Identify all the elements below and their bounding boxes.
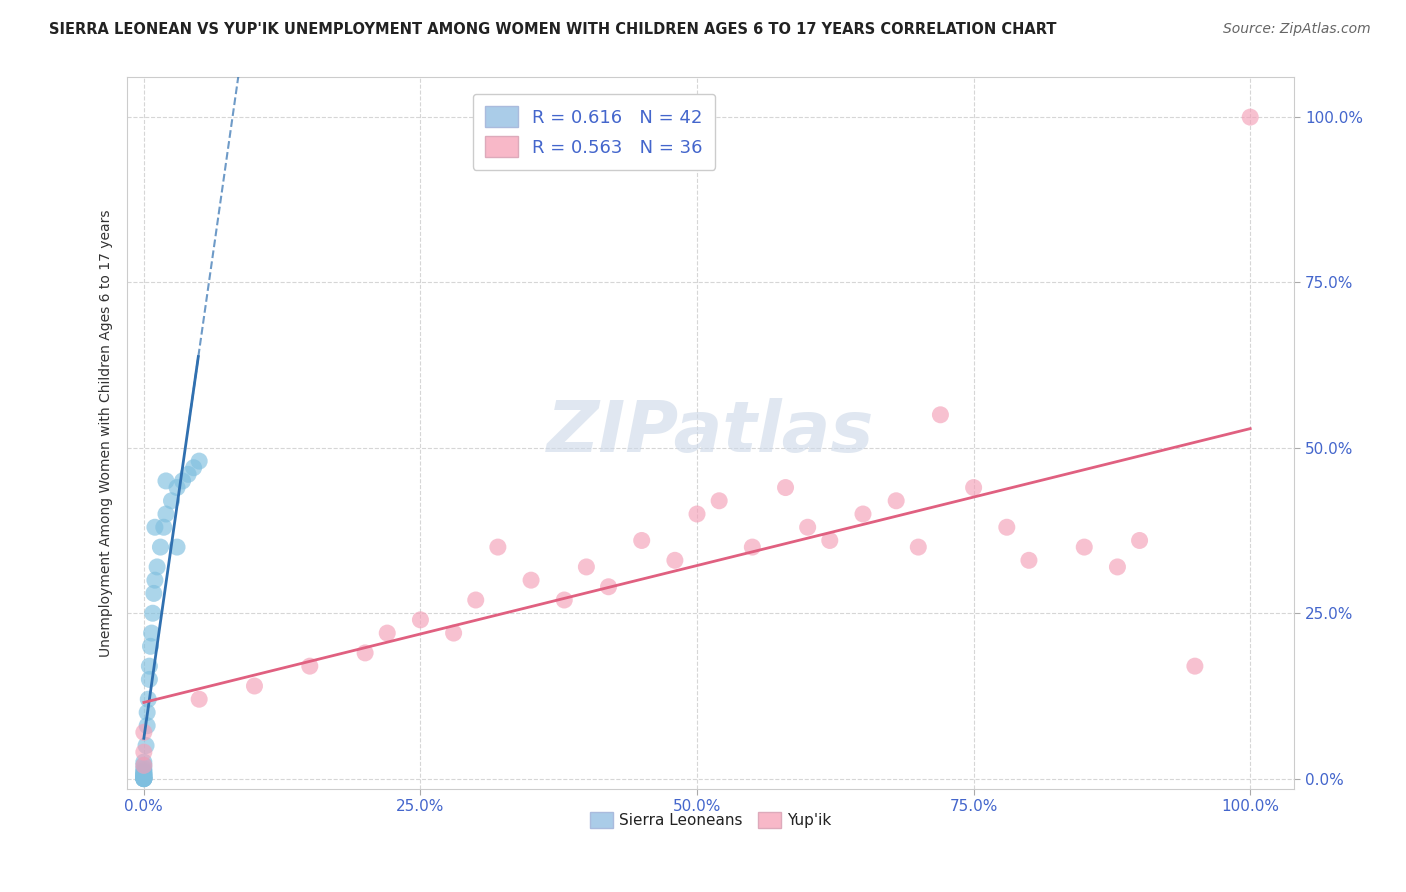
Point bbox=[132, 758, 155, 772]
Point bbox=[775, 481, 797, 495]
Point bbox=[132, 769, 155, 783]
Point bbox=[818, 533, 841, 548]
Point bbox=[139, 640, 162, 654]
Legend: Sierra Leoneans, Yup'ik: Sierra Leoneans, Yup'ik bbox=[585, 806, 838, 834]
Point bbox=[142, 606, 165, 620]
Point bbox=[136, 719, 159, 733]
Point bbox=[995, 520, 1018, 534]
Point bbox=[1073, 540, 1095, 554]
Point bbox=[142, 586, 165, 600]
Point bbox=[136, 706, 159, 720]
Point bbox=[132, 772, 155, 786]
Point bbox=[143, 573, 166, 587]
Point bbox=[598, 580, 620, 594]
Point bbox=[132, 768, 155, 782]
Point bbox=[155, 474, 177, 488]
Point bbox=[132, 772, 155, 786]
Point bbox=[132, 772, 155, 786]
Point bbox=[132, 745, 155, 759]
Point bbox=[188, 692, 211, 706]
Point bbox=[132, 755, 155, 769]
Point bbox=[354, 646, 377, 660]
Point bbox=[146, 560, 169, 574]
Point bbox=[132, 762, 155, 776]
Point bbox=[183, 460, 205, 475]
Point bbox=[707, 493, 730, 508]
Point bbox=[443, 626, 465, 640]
Point bbox=[132, 772, 155, 786]
Point bbox=[486, 540, 509, 554]
Point bbox=[243, 679, 266, 693]
Point bbox=[741, 540, 763, 554]
Point bbox=[177, 467, 200, 482]
Point bbox=[188, 454, 211, 468]
Point bbox=[160, 493, 183, 508]
Point bbox=[132, 772, 155, 786]
Point bbox=[575, 560, 598, 574]
Point bbox=[464, 593, 486, 607]
Point bbox=[1018, 553, 1040, 567]
Point bbox=[138, 673, 160, 687]
Point bbox=[132, 770, 155, 784]
Point bbox=[132, 772, 155, 786]
Text: ZIPatlas: ZIPatlas bbox=[547, 399, 875, 467]
Point bbox=[155, 507, 177, 521]
Point bbox=[172, 474, 194, 488]
Point bbox=[132, 767, 155, 781]
Point bbox=[796, 520, 818, 534]
Point bbox=[298, 659, 321, 673]
Point bbox=[136, 692, 159, 706]
Point bbox=[686, 507, 709, 521]
Y-axis label: Unemployment Among Women with Children Ages 6 to 17 years: Unemployment Among Women with Children A… bbox=[100, 210, 114, 657]
Point bbox=[520, 573, 543, 587]
Point bbox=[141, 626, 163, 640]
Point bbox=[166, 540, 188, 554]
Text: Source: ZipAtlas.com: Source: ZipAtlas.com bbox=[1223, 22, 1371, 37]
Point bbox=[375, 626, 398, 640]
Point bbox=[132, 764, 155, 779]
Point bbox=[409, 613, 432, 627]
Point bbox=[929, 408, 952, 422]
Point bbox=[132, 764, 155, 778]
Point bbox=[132, 725, 155, 739]
Point bbox=[907, 540, 929, 554]
Point bbox=[149, 540, 172, 554]
Point bbox=[852, 507, 875, 521]
Point bbox=[1239, 110, 1261, 124]
Point bbox=[138, 659, 160, 673]
Point bbox=[884, 493, 907, 508]
Point bbox=[132, 758, 155, 772]
Point bbox=[1184, 659, 1206, 673]
Point bbox=[135, 739, 157, 753]
Point bbox=[143, 520, 166, 534]
Point bbox=[152, 520, 174, 534]
Point bbox=[132, 770, 155, 784]
Point bbox=[166, 481, 188, 495]
Point bbox=[1129, 533, 1152, 548]
Point bbox=[630, 533, 652, 548]
Point bbox=[553, 593, 575, 607]
Point bbox=[132, 766, 155, 780]
Text: SIERRA LEONEAN VS YUP'IK UNEMPLOYMENT AMONG WOMEN WITH CHILDREN AGES 6 TO 17 YEA: SIERRA LEONEAN VS YUP'IK UNEMPLOYMENT AM… bbox=[49, 22, 1057, 37]
Point bbox=[132, 767, 155, 781]
Point bbox=[1107, 560, 1129, 574]
Point bbox=[664, 553, 686, 567]
Point bbox=[962, 481, 984, 495]
